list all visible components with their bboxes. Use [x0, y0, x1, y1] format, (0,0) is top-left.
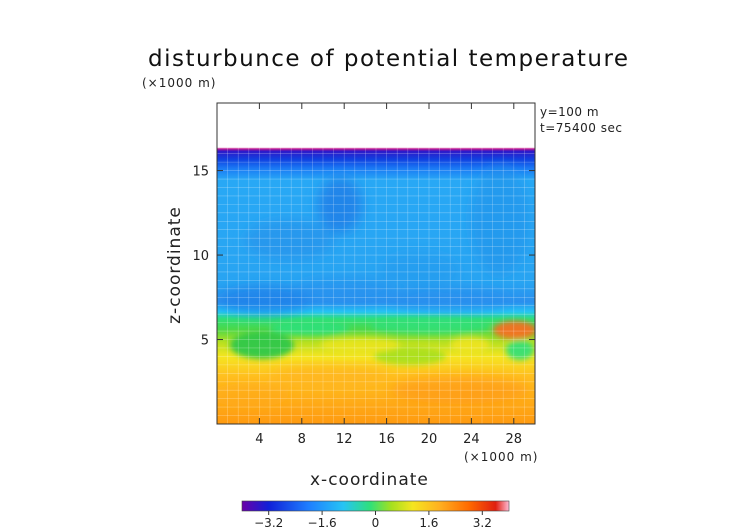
colorbar-tick-label: 0 — [372, 516, 380, 530]
annotation-time: t=75400 sec — [540, 121, 623, 135]
y-tick-label: 15 — [192, 165, 209, 180]
colorbar-tick-label: 1.6 — [419, 516, 438, 530]
colorbar-tick-label: −1.6 — [308, 516, 337, 530]
y-tick-label: 10 — [192, 249, 209, 264]
x-tick-label: 28 — [506, 432, 523, 447]
y-axis: 5 10 15 — [192, 165, 535, 349]
plot-frame — [216, 102, 536, 425]
colorbar — [241, 500, 510, 512]
annotation-y-position: y=100 m — [540, 105, 600, 119]
x-tick-label: 12 — [336, 432, 353, 447]
y-scale-note: (×1000 m) — [142, 76, 217, 90]
chart-title: disturbunce of potential temperature — [148, 46, 630, 72]
x-tick-label: 20 — [421, 432, 438, 447]
colorbar-tick-label: 3.2 — [473, 516, 492, 530]
colorbar-axis: −3.2 −1.6 0 1.6 3.2 — [254, 511, 492, 530]
x-tick-label: 8 — [298, 432, 306, 447]
y-tick-label: 5 — [201, 334, 209, 349]
x-axis-label: x-coordinate — [310, 470, 429, 490]
x-axis: 4 8 12 16 20 24 28 — [255, 103, 522, 447]
x-tick-label: 24 — [463, 432, 480, 447]
x-tick-label: 16 — [378, 432, 395, 447]
x-tick-label: 4 — [255, 432, 263, 447]
field-layer — [217, 103, 535, 424]
colorbar-tick-label: −3.2 — [254, 516, 283, 530]
x-scale-note: (×1000 m) — [464, 450, 539, 464]
grid-lines — [217, 103, 535, 424]
